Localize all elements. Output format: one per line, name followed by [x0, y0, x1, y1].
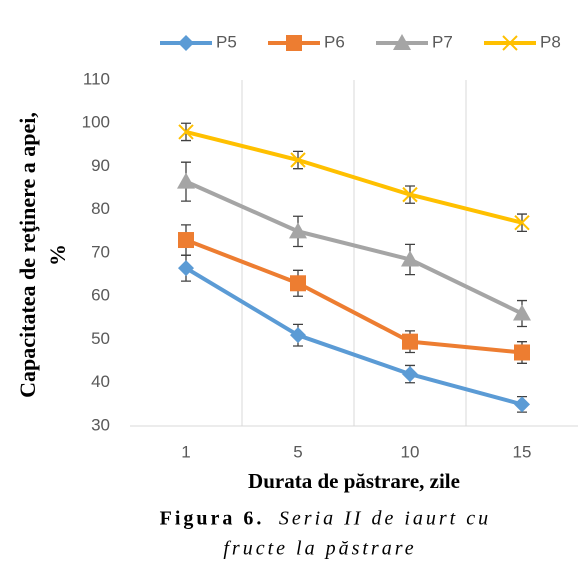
y-tick-label: 40	[91, 372, 110, 391]
data-point	[513, 304, 531, 321]
legend-label: P8	[540, 32, 561, 51]
y-tick-label: 50	[91, 329, 110, 348]
caption-text: Seria II de iaurt cu	[279, 508, 491, 530]
y-tick-label: 90	[91, 156, 110, 175]
y-tick-label: 80	[91, 199, 110, 218]
data-point	[402, 366, 418, 383]
y-axis-title: %	[45, 244, 70, 266]
legend-marker	[393, 34, 411, 50]
data-point	[514, 215, 530, 231]
caption-text: fructe la păstrare	[223, 538, 416, 560]
data-point	[402, 333, 418, 350]
y-axis-title: Capacitatea de reţinere a apei,	[15, 112, 40, 398]
x-axis-title: Durata de păstrare, zile	[248, 469, 460, 493]
data-point	[290, 327, 306, 344]
data-point	[290, 152, 306, 168]
data-point	[290, 275, 306, 292]
legend-marker	[502, 35, 518, 51]
y-tick-label: 60	[91, 286, 110, 305]
series-line	[185, 129, 523, 225]
y-tick-label: 30	[91, 415, 110, 434]
data-point	[514, 344, 530, 361]
x-tick-label: 15	[513, 442, 532, 461]
data-point	[402, 186, 418, 203]
legend-marker	[286, 35, 302, 51]
data-point	[177, 172, 195, 189]
x-tick-label: 5	[293, 442, 302, 461]
y-tick-label: 70	[91, 242, 110, 261]
series-line	[184, 266, 523, 407]
y-tick-label: 100	[82, 113, 110, 132]
series-line	[185, 179, 523, 316]
data-point	[514, 396, 530, 413]
legend-label: P7	[432, 32, 453, 51]
series-line	[185, 238, 523, 355]
data-point	[401, 250, 419, 267]
data-point	[178, 260, 194, 277]
data-point	[178, 232, 194, 249]
x-tick-label: 10	[401, 442, 420, 461]
legend-label: P5	[216, 32, 237, 51]
legend-label: P6	[324, 32, 345, 51]
caption-label: Figura 6.	[160, 508, 265, 530]
data-point	[289, 222, 307, 239]
y-tick-label: 110	[83, 69, 110, 88]
data-point	[178, 124, 194, 140]
legend-marker	[178, 35, 194, 51]
x-tick-label: 1	[181, 442, 190, 461]
